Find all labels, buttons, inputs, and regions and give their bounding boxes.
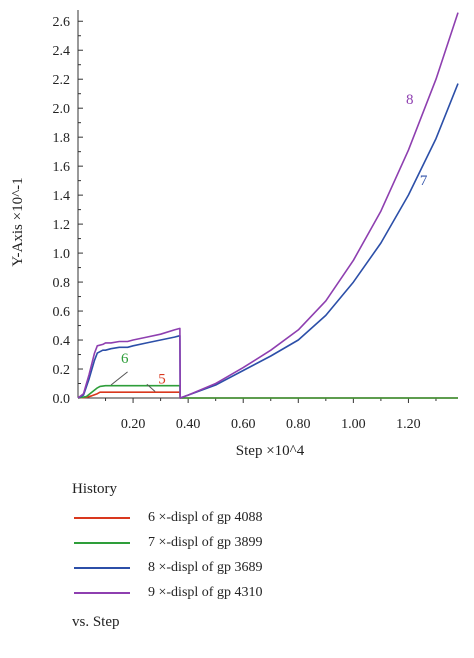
- legend-swatch: [74, 542, 130, 544]
- y-tick-label: 1.6: [53, 160, 71, 175]
- chart-axes: 0.0 0.2 0.4 0.6 0.8 1.0 1.2 1.4 1.6 1.8 2.0 2.2 2.4 2…: [53, 10, 458, 432]
- legend-entries: 6 ×-displ of gp 4088 7 ×-displ of gp 3899…: [72, 510, 452, 610]
- legend-item: 6 ×-displ of gp 4088: [72, 510, 452, 535]
- legend-label: 9 ×-displ of gp 4310: [148, 585, 263, 600]
- y-tick-label: 1.4: [53, 189, 71, 204]
- x-tick-label: 0.20: [121, 417, 146, 432]
- x-tick-label: 0.40: [176, 417, 201, 432]
- legend-item: 7 ×-displ of gp 3899: [72, 535, 452, 560]
- legend-footer: vs. Step: [72, 614, 120, 630]
- y-tick-label: 1.8: [53, 131, 71, 146]
- series-line-5: [77, 391, 458, 399]
- y-tick-label: 0.8: [53, 276, 71, 291]
- series-annotation: 5: [158, 372, 166, 388]
- annotation-leader-5: [146, 383, 156, 392]
- series-line-7: [77, 83, 459, 399]
- x-axis-title: Step ×10^4: [236, 443, 305, 459]
- y-tick-label: 1.0: [53, 247, 71, 262]
- chart-annotations: 5 6 7 8: [110, 92, 428, 392]
- x-tick-label: 1.00: [341, 417, 366, 432]
- series-annotation: 8: [406, 92, 414, 108]
- chart-legend: History 6 ×-displ of gp 4088 7 ×-displ of…: [72, 481, 452, 631]
- series-annotation: 7: [420, 173, 428, 189]
- x-tick-label: 1.20: [396, 417, 421, 432]
- legend-item: 9 ×-displ of gp 4310: [72, 585, 452, 610]
- y-tick-label: 2.2: [53, 73, 71, 88]
- series-line-6: [77, 384, 458, 399]
- line-chart: 0.0 0.2 0.4 0.6 0.8 1.0 1.2 1.4 1.6 1.8 2.0 2.2 2.4 2…: [10, 10, 459, 459]
- series-line-8: [77, 12, 459, 399]
- legend-swatch: [74, 592, 130, 594]
- y-tick-label: 0.4: [53, 334, 71, 349]
- legend-label: 6 ×-displ of gp 4088: [148, 510, 263, 525]
- y-tick-label: 2.6: [53, 15, 71, 30]
- y-tick-label: 2.0: [53, 102, 71, 117]
- y-tick-label: 0.0: [53, 392, 71, 407]
- legend-swatch: [74, 567, 130, 569]
- y-axis-title: Y-Axis ×10^-1: [10, 177, 26, 266]
- annotation-leader-6: [110, 371, 128, 386]
- legend-label: 8 ×-displ of gp 3689: [148, 560, 263, 575]
- x-tick-label: 0.80: [286, 417, 311, 432]
- legend-title: History: [72, 481, 117, 497]
- chart-series: [77, 12, 459, 399]
- y-tick-label: 0.2: [53, 363, 71, 378]
- y-tick-label: 0.6: [53, 305, 71, 320]
- y-tick-label: 2.4: [53, 44, 71, 59]
- legend-item: 8 ×-displ of gp 3689: [72, 560, 452, 585]
- x-tick-label: 0.60: [231, 417, 256, 432]
- legend-swatch: [74, 517, 130, 519]
- series-annotation: 6: [121, 351, 129, 367]
- legend-label: 7 ×-displ of gp 3899: [148, 535, 263, 550]
- y-tick-label: 1.2: [53, 218, 71, 233]
